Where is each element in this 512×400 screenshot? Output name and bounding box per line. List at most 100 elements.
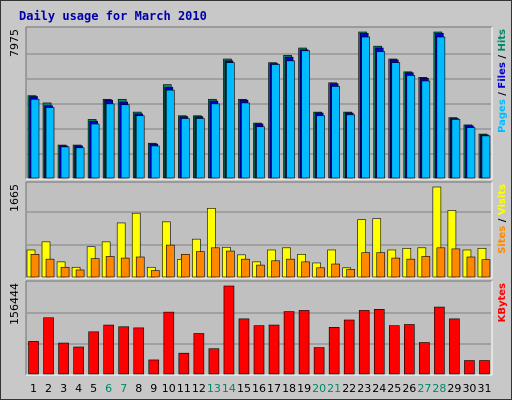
panel-bottom-ymax-label: 156444 xyxy=(8,283,21,325)
bar-pages-day-26 xyxy=(406,75,416,179)
bar-sites-day-2 xyxy=(45,258,55,278)
bar-kbytes-day-7 xyxy=(118,326,130,375)
bar-pages-day-19 xyxy=(301,50,310,179)
bar-kbytes-day-20 xyxy=(313,347,325,375)
bar-sites-day-5 xyxy=(90,258,100,278)
bar-sites-day-4 xyxy=(75,269,85,278)
bar-pages-day-29 xyxy=(451,119,461,179)
bar-pages-day-25 xyxy=(391,62,401,179)
bar-kbytes-day-8 xyxy=(133,327,145,375)
legend-segment: / xyxy=(497,215,508,226)
x-tick-label-day-15: 15 xyxy=(237,382,251,395)
chart-title: Daily usage for March 2010 xyxy=(19,9,207,23)
x-tick-label-day-11: 11 xyxy=(177,382,191,395)
bar-pages-day-10 xyxy=(165,89,175,179)
bar-pages-day-7 xyxy=(120,104,130,179)
bar-kbytes-day-23 xyxy=(358,310,370,375)
bar-kbytes-day-12 xyxy=(193,333,205,375)
legend-segment: Pages xyxy=(497,99,508,133)
bar-pages-day-17 xyxy=(271,64,280,179)
legend-segment: KBytes xyxy=(497,283,508,322)
bar-sites-day-13 xyxy=(211,247,220,278)
x-tick-label-day-1: 1 xyxy=(30,382,37,395)
x-tick-label-day-3: 3 xyxy=(60,382,67,395)
x-tick-label-day-14: 14 xyxy=(222,382,236,395)
x-tick-label-day-29: 29 xyxy=(447,382,461,395)
bar-kbytes-day-11 xyxy=(178,352,190,375)
bar-kbytes-day-17 xyxy=(268,324,280,375)
x-tick-label-day-10: 10 xyxy=(162,382,176,395)
x-tick-label-day-2: 2 xyxy=(45,382,52,395)
bar-sites-day-19 xyxy=(301,261,310,278)
bar-sites-day-28 xyxy=(436,247,446,278)
legend-segment: / xyxy=(497,89,508,100)
bar-sites-day-15 xyxy=(241,258,250,278)
x-tick-label-day-24: 24 xyxy=(372,382,386,395)
x-tick-label-day-9: 9 xyxy=(150,382,157,395)
x-tick-label-day-21: 21 xyxy=(327,382,341,395)
bar-kbytes-day-2 xyxy=(43,317,54,375)
bar-sites-day-10 xyxy=(165,244,175,278)
bar-pages-day-13 xyxy=(211,103,220,179)
bar-kbytes-day-25 xyxy=(388,325,400,375)
bar-sites-day-8 xyxy=(135,256,145,278)
bar-kbytes-day-5 xyxy=(88,331,99,375)
bar-sites-day-17 xyxy=(271,260,280,278)
legend-segment: Files xyxy=(497,62,508,88)
bar-sites-day-26 xyxy=(406,258,416,278)
x-tick-label-day-22: 22 xyxy=(342,382,356,395)
x-tick-label-day-17: 17 xyxy=(267,382,281,395)
bar-pages-day-20 xyxy=(316,115,325,179)
x-tick-label-day-4: 4 xyxy=(75,382,82,395)
bar-kbytes-day-24 xyxy=(373,309,385,375)
bar-sites-day-9 xyxy=(150,270,160,278)
bar-pages-day-12 xyxy=(196,118,205,179)
bar-sites-day-23 xyxy=(361,252,371,278)
x-tick-label-day-23: 23 xyxy=(357,382,371,395)
panel-top-legend: Pages / Files / Hits xyxy=(497,29,508,133)
x-tick-label-day-19: 19 xyxy=(297,382,311,395)
bar-pages-day-28 xyxy=(436,36,446,179)
bar-sites-day-6 xyxy=(105,256,115,278)
bar-kbytes-day-27 xyxy=(419,342,430,375)
bar-kbytes-day-10 xyxy=(163,311,175,375)
bar-kbytes-day-14 xyxy=(223,285,235,375)
bar-kbytes-day-31 xyxy=(479,360,490,375)
bar-pages-day-21 xyxy=(331,86,340,179)
bar-pages-day-9 xyxy=(150,145,160,179)
bar-pages-day-8 xyxy=(135,115,145,179)
legend-segment: Sites xyxy=(497,226,508,254)
bar-pages-day-30 xyxy=(466,127,476,179)
bar-sites-day-31 xyxy=(481,259,491,278)
bar-sites-day-7 xyxy=(120,257,130,278)
bar-sites-day-22 xyxy=(346,269,355,278)
bar-sites-day-27 xyxy=(421,256,431,278)
bar-pages-day-2 xyxy=(45,107,55,179)
bar-pages-day-3 xyxy=(60,146,70,179)
bar-sites-day-29 xyxy=(451,248,461,278)
x-tick-label-day-5: 5 xyxy=(90,382,97,395)
bar-kbytes-day-13 xyxy=(208,348,220,375)
bar-kbytes-day-19 xyxy=(298,310,310,375)
bar-kbytes-day-9 xyxy=(148,359,160,375)
bar-pages-day-27 xyxy=(421,80,431,179)
bar-kbytes-day-29 xyxy=(449,318,460,375)
panel-middle-ymax-label: 1665 xyxy=(8,184,21,212)
bar-kbytes-day-30 xyxy=(464,360,475,375)
x-tick-label-day-20: 20 xyxy=(312,382,326,395)
bar-sites-day-25 xyxy=(391,257,401,278)
legend-segment: Visits xyxy=(497,184,508,215)
bar-kbytes-day-6 xyxy=(103,324,114,375)
bar-sites-day-12 xyxy=(196,251,205,278)
bar-pages-day-5 xyxy=(90,123,100,179)
bar-kbytes-day-21 xyxy=(328,327,340,375)
bar-pages-day-14 xyxy=(226,62,235,179)
x-tick-label-day-12: 12 xyxy=(192,382,206,395)
bar-pages-day-22 xyxy=(346,114,355,179)
x-tick-label-day-25: 25 xyxy=(387,382,401,395)
bar-sites-day-18 xyxy=(286,258,295,278)
x-tick-label-day-26: 26 xyxy=(402,382,416,395)
bar-kbytes-day-3 xyxy=(58,342,69,375)
bar-sites-day-14 xyxy=(226,250,235,278)
